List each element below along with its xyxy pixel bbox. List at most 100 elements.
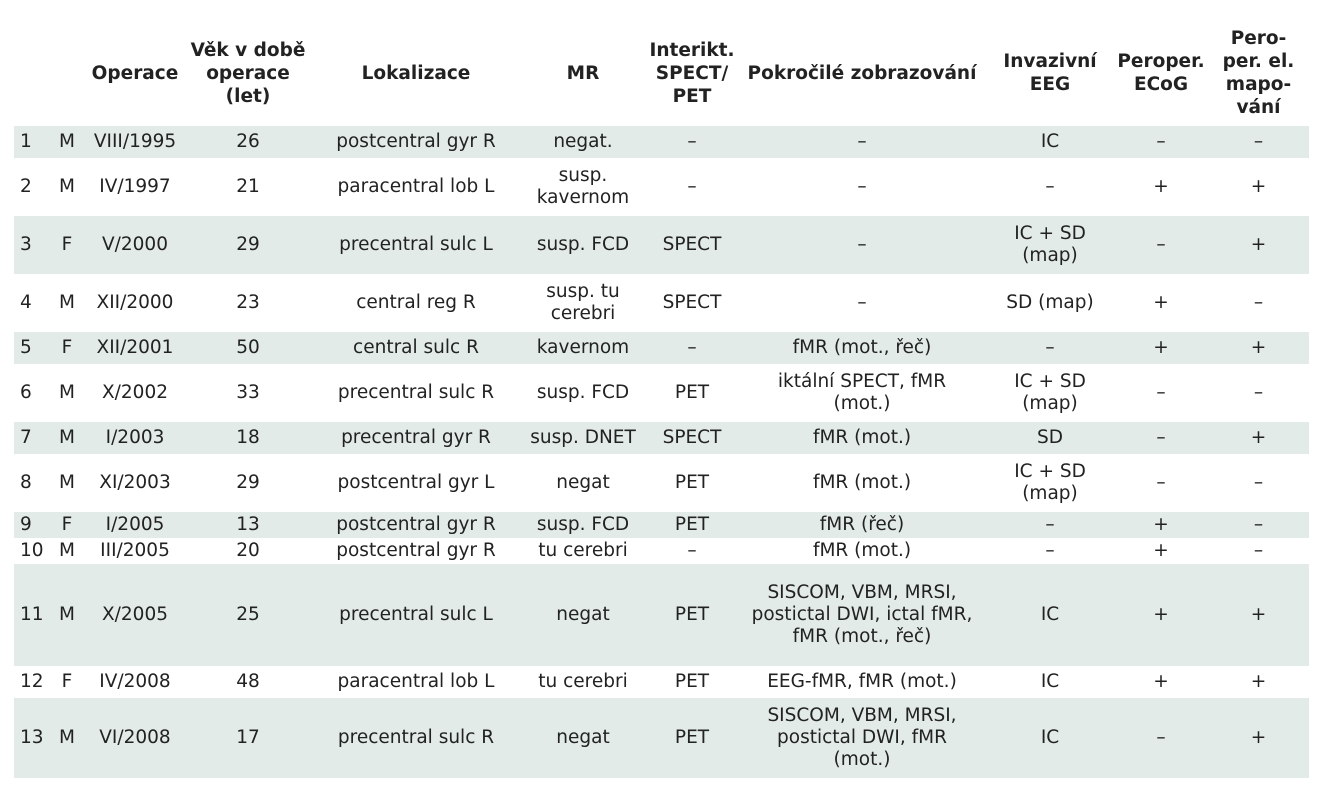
table-cell: PET <box>646 698 738 778</box>
table-cell: + <box>1153 671 1169 692</box>
table-cell: SISCOM, VBM, MRSI, postictal DWI, ictal … <box>738 564 986 666</box>
table-cell: XII/2000 <box>96 292 174 313</box>
table-cell: paracentral lob L <box>337 176 495 197</box>
table-cell: 50 <box>184 332 312 364</box>
table-cell: XI/2003 <box>99 472 171 493</box>
table-cell: – <box>1253 540 1264 561</box>
table-cell: – <box>687 540 697 561</box>
table-cell: precentral sulc L <box>312 216 520 274</box>
table-cell: – <box>1156 382 1166 403</box>
table-cell: 8 <box>20 472 32 493</box>
header-cell: Operace <box>91 62 179 84</box>
table-cell: IV/1997 <box>99 176 171 197</box>
patient-table: Operace Věk v době operace (let) Lokaliz… <box>14 20 1309 778</box>
table-cell: 26 <box>184 126 312 158</box>
table-cell: SPECT <box>646 216 738 274</box>
header-cell: Pero- per. el. mapo- vání <box>1222 28 1295 118</box>
table-cell: central reg R <box>356 292 476 313</box>
table-cell: + <box>1208 422 1309 454</box>
table-cell: – <box>687 176 697 197</box>
table-cell: IC <box>1040 671 1060 692</box>
table-cell: 25 <box>184 564 312 666</box>
table-cell: SD <box>986 422 1114 454</box>
table-cell: SPECT <box>646 422 738 454</box>
table-cell: I/2005 <box>86 512 184 538</box>
header-cell <box>48 20 86 126</box>
table-cell: VI/2008 <box>86 698 184 778</box>
table-cell: negat. <box>520 126 646 158</box>
table-cell: negat <box>520 564 646 666</box>
table-cell: – <box>1114 216 1208 274</box>
table-cell: 18 <box>184 422 312 454</box>
header-cell: Lokalizace <box>361 62 471 84</box>
table-cell: M <box>59 382 75 403</box>
table-cell: PET <box>674 472 710 493</box>
table-cell: paracentral lob L <box>337 671 495 692</box>
table-row: 4 M XII/2000 23 central reg R susp. tu cerebr… <box>14 274 1309 332</box>
table-cell: + <box>1114 564 1208 666</box>
table-cell: tu cerebri <box>538 671 628 692</box>
table-row: 8 M XI/2003 29 postcentral gyr L negat PET fMR … <box>14 454 1309 512</box>
table-cell: fMR (mot.) <box>738 422 986 454</box>
table-cell: susp. FCD <box>520 512 646 538</box>
table-row: 12 F IV/2008 48 paracentral lob L tu cerebri P… <box>14 666 1309 698</box>
table-cell: I/2003 <box>86 422 184 454</box>
header-row: Operace Věk v době operace (let) Lokaliz… <box>14 20 1309 126</box>
table-cell: 21 <box>236 176 260 197</box>
table-cell: M <box>59 540 75 561</box>
table-cell: M <box>48 422 86 454</box>
table-cell: + <box>1153 176 1169 197</box>
table-cell: fMR (mot.) <box>812 472 912 493</box>
table-cell: precentral sulc R <box>312 698 520 778</box>
table-cell: 23 <box>236 292 260 313</box>
table-cell: central sulc R <box>312 332 520 364</box>
table-cell: X/2002 <box>102 382 168 403</box>
table-cell: PET <box>646 564 738 666</box>
table-cell: kavernom <box>520 332 646 364</box>
table-cell: postcentral gyr R <box>312 512 520 538</box>
table-cell: IC <box>986 698 1114 778</box>
table-cell: III/2005 <box>100 540 170 561</box>
table-cell: 5 <box>14 332 48 364</box>
table-cell: – <box>646 332 738 364</box>
table-cell: M <box>59 472 75 493</box>
table-cell: F <box>61 671 73 692</box>
table-cell: iktální SPECT, fMR (mot.) <box>777 371 947 414</box>
table-cell: – <box>857 176 867 197</box>
table-cell: tu cerebri <box>538 540 628 561</box>
table-cell: 29 <box>236 472 260 493</box>
table-cell: – <box>1045 540 1055 561</box>
table-cell: – <box>1156 472 1166 493</box>
table-cell: 2 <box>20 176 32 197</box>
table-cell: fMR (mot., řeč) <box>738 332 986 364</box>
table-cell: VIII/1995 <box>86 126 184 158</box>
table-cell: – <box>1253 382 1264 403</box>
table-cell: IC + SD (map) <box>1014 371 1086 414</box>
table-cell: 29 <box>184 216 312 274</box>
table-cell: PET <box>674 671 710 692</box>
table-cell: precentral gyr R <box>312 422 520 454</box>
table-cell: 3 <box>14 216 48 274</box>
table-cell: + <box>1208 698 1309 778</box>
table-cell: – <box>1253 472 1264 493</box>
table-row: 6 M X/2002 33 precentral sulc R susp. FCD PET i… <box>14 364 1309 422</box>
table-cell: EEG-fMR, fMR (mot.) <box>767 671 957 692</box>
header-cell: Invazivní EEG <box>1003 51 1097 95</box>
table-cell: 20 <box>236 540 260 561</box>
table-cell: IC + SD (map) <box>1014 461 1086 504</box>
table-cell: – <box>1208 126 1309 158</box>
table-cell: F <box>48 332 86 364</box>
table-cell: postcentral gyr L <box>337 472 495 493</box>
table-cell: negat <box>556 472 610 493</box>
table-cell: + <box>1208 216 1309 274</box>
table-cell: 48 <box>236 671 260 692</box>
table-cell: 4 <box>20 292 32 313</box>
table-cell: – <box>986 512 1114 538</box>
table-cell: F <box>48 512 86 538</box>
